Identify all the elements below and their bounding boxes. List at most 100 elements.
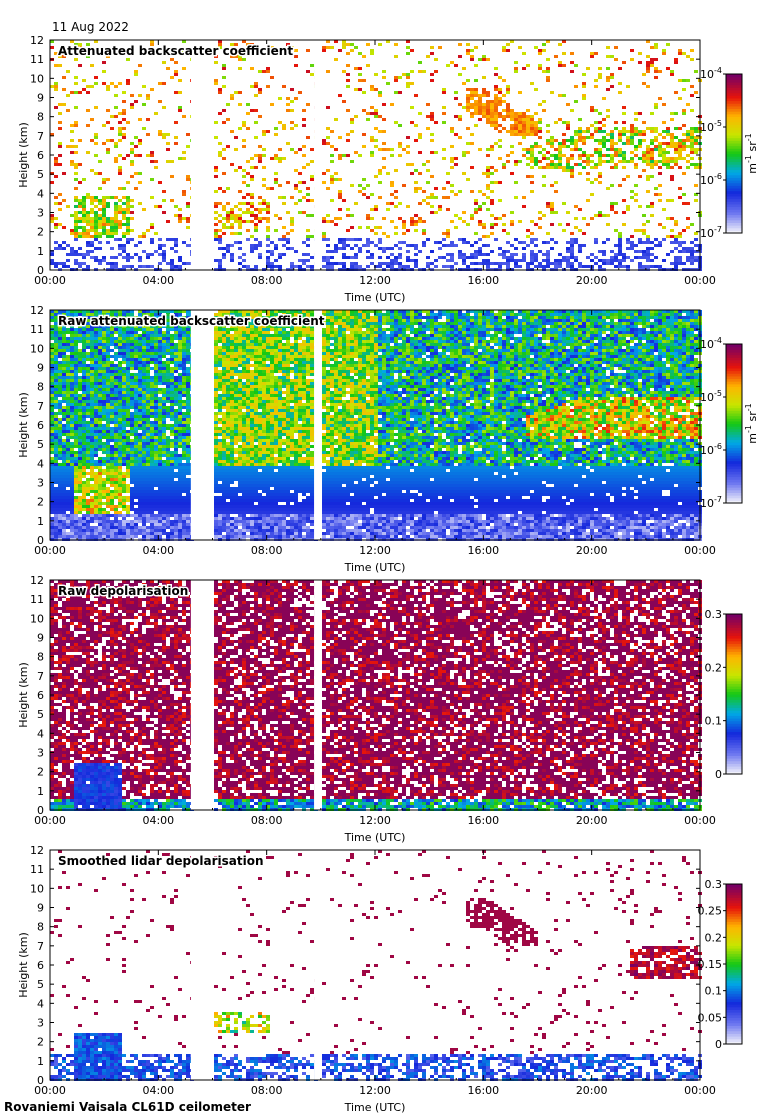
heatmap-cell bbox=[406, 250, 410, 253]
heatmap-cell bbox=[70, 349, 74, 352]
heatmap-cell bbox=[62, 499, 66, 502]
heatmap-cell bbox=[138, 436, 142, 439]
heatmap-cell bbox=[118, 397, 122, 400]
heatmap-cell bbox=[130, 163, 134, 166]
heatmap-cell bbox=[614, 121, 618, 124]
heatmap-cell bbox=[78, 481, 82, 484]
heatmap-cell bbox=[574, 259, 578, 262]
heatmap-cell bbox=[138, 64, 142, 67]
heatmap-cell bbox=[146, 526, 150, 529]
heatmap-cell bbox=[162, 451, 166, 454]
heatmap-cell bbox=[526, 121, 530, 124]
heatmap-cell bbox=[250, 205, 254, 208]
heatmap-cell bbox=[122, 232, 126, 235]
heatmap-cell bbox=[234, 217, 238, 220]
heatmap-cell bbox=[78, 226, 82, 229]
heatmap-cell bbox=[62, 520, 66, 523]
heatmap-cell bbox=[78, 436, 82, 439]
heatmap-cell bbox=[126, 256, 130, 259]
heatmap-cell bbox=[634, 148, 638, 151]
heatmap-cell bbox=[70, 502, 74, 505]
heatmap-cell bbox=[534, 133, 538, 136]
heatmap-cell bbox=[442, 106, 446, 109]
heatmap-cell bbox=[522, 136, 526, 139]
heatmap-cell bbox=[454, 91, 458, 94]
heatmap-cell bbox=[630, 136, 634, 139]
heatmap-cell bbox=[110, 235, 114, 238]
heatmap-cell bbox=[474, 103, 478, 106]
heatmap-cell bbox=[514, 181, 518, 184]
heatmap-cell bbox=[138, 328, 142, 331]
heatmap-cell bbox=[62, 226, 66, 229]
heatmap-cell bbox=[458, 238, 462, 241]
heatmap-cell bbox=[374, 127, 378, 130]
heatmap-cell bbox=[106, 121, 110, 124]
heatmap-cell bbox=[78, 247, 82, 250]
heatmap-cell bbox=[138, 487, 142, 490]
heatmap-cell bbox=[286, 181, 290, 184]
heatmap-cell bbox=[650, 166, 654, 169]
heatmap-cell bbox=[126, 211, 130, 214]
heatmap-cell bbox=[150, 514, 154, 517]
heatmap-cell bbox=[670, 217, 674, 220]
heatmap-cell bbox=[150, 397, 154, 400]
heatmap-cell bbox=[490, 262, 494, 265]
heatmap-cell bbox=[78, 484, 82, 487]
heatmap-cell bbox=[58, 523, 62, 526]
heatmap-cell bbox=[86, 421, 90, 424]
y-axis-label: Height (km) bbox=[17, 122, 30, 188]
heatmap-cell bbox=[310, 64, 314, 67]
heatmap-cell bbox=[462, 256, 466, 259]
heatmap-cell bbox=[106, 325, 110, 328]
heatmap-cell bbox=[54, 241, 58, 244]
heatmap-cell bbox=[610, 202, 614, 205]
heatmap-cell bbox=[118, 379, 122, 382]
heatmap-cell bbox=[118, 343, 122, 346]
heatmap-cell bbox=[426, 115, 430, 118]
heatmap-cell bbox=[614, 211, 618, 214]
heatmap-cell bbox=[182, 151, 186, 154]
heatmap-cell bbox=[466, 97, 470, 100]
heatmap-cell bbox=[338, 208, 342, 211]
heatmap-cell bbox=[430, 196, 434, 199]
heatmap-cell bbox=[102, 418, 106, 421]
heatmap-cell bbox=[110, 472, 114, 475]
heatmap-cell bbox=[110, 349, 114, 352]
heatmap-cell bbox=[146, 421, 150, 424]
heatmap-cell bbox=[114, 400, 118, 403]
heatmap-cell bbox=[178, 220, 182, 223]
heatmap-cell bbox=[610, 259, 614, 262]
heatmap-cell bbox=[422, 163, 426, 166]
heatmap-cell bbox=[62, 319, 66, 322]
heatmap-cell bbox=[214, 259, 218, 262]
heatmap-cell bbox=[442, 196, 446, 199]
heatmap-cell bbox=[582, 217, 586, 220]
heatmap-cell bbox=[78, 349, 82, 352]
heatmap-cell bbox=[410, 70, 414, 73]
heatmap-cell bbox=[162, 478, 166, 481]
heatmap-cell bbox=[54, 529, 58, 532]
heatmap-cell bbox=[50, 220, 54, 223]
heatmap-cell bbox=[114, 343, 118, 346]
heatmap-cell bbox=[366, 196, 370, 199]
heatmap-cell bbox=[118, 199, 122, 202]
heatmap-cell bbox=[74, 346, 78, 349]
heatmap-cell bbox=[470, 88, 474, 91]
heatmap-cell bbox=[134, 436, 138, 439]
heatmap-cell bbox=[82, 253, 86, 256]
heatmap-cell bbox=[666, 253, 670, 256]
heatmap-cell bbox=[106, 418, 110, 421]
heatmap-cell bbox=[262, 154, 266, 157]
heatmap-cell bbox=[566, 127, 570, 130]
heatmap-cell bbox=[82, 328, 86, 331]
heatmap-cell bbox=[86, 424, 90, 427]
heatmap-cell bbox=[354, 256, 358, 259]
heatmap-cell bbox=[562, 64, 566, 67]
heatmap-cell bbox=[542, 259, 546, 262]
heatmap-cell bbox=[390, 253, 394, 256]
heatmap-cell bbox=[346, 79, 350, 82]
heatmap-cell bbox=[570, 244, 574, 247]
heatmap-cell bbox=[154, 457, 158, 460]
heatmap-cell bbox=[338, 154, 342, 157]
heatmap-cell bbox=[130, 379, 134, 382]
